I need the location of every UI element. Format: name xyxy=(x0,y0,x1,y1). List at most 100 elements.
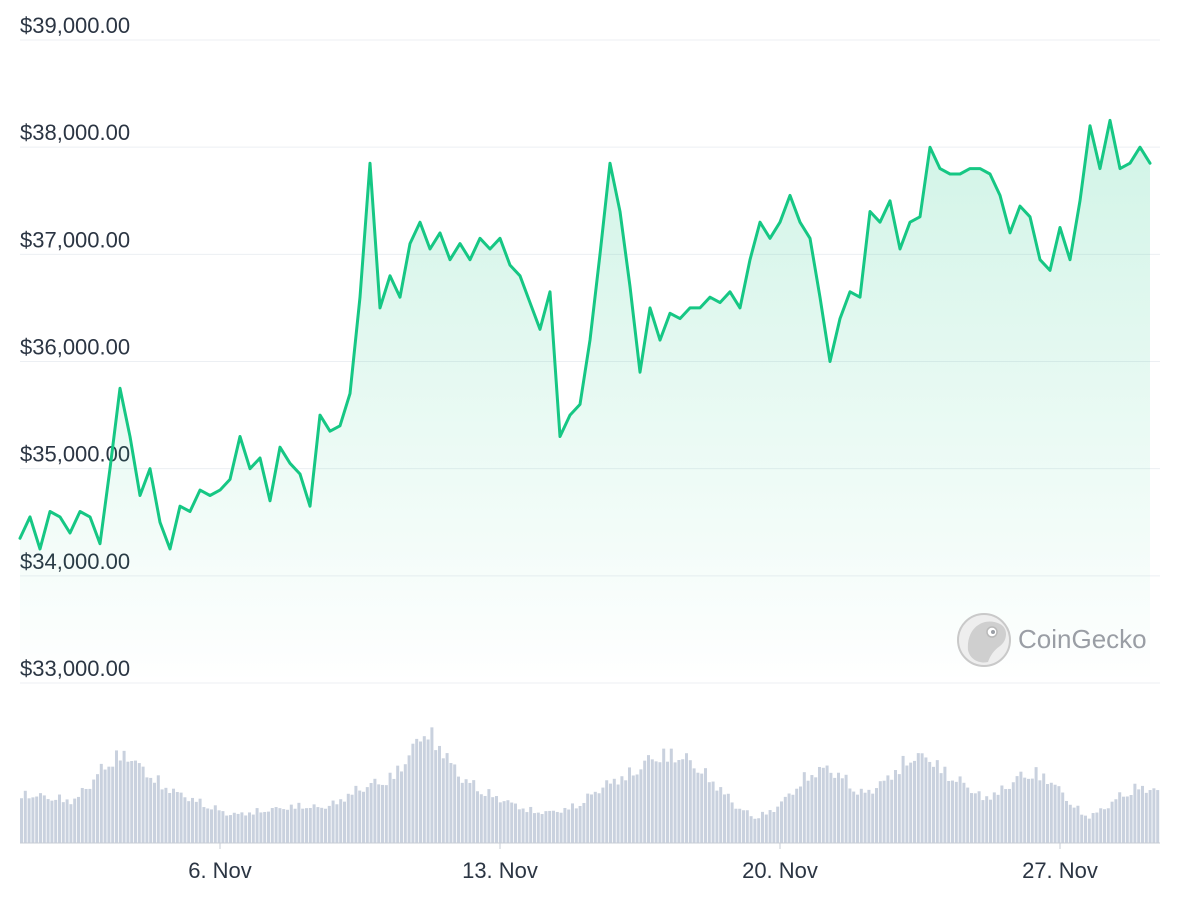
volume-bar xyxy=(996,794,1000,843)
volume-bar xyxy=(529,806,533,843)
volume-bar xyxy=(894,770,897,843)
volume-bar xyxy=(525,812,529,843)
volume-bar xyxy=(134,760,137,843)
volume-bar xyxy=(362,791,365,843)
volume-bar xyxy=(407,755,411,843)
volume-bar xyxy=(901,755,905,843)
volume-bar xyxy=(1156,790,1160,843)
volume-bar xyxy=(312,804,316,843)
volume-bar xyxy=(343,801,346,843)
volume-bar xyxy=(118,760,122,843)
volume-bar xyxy=(58,794,61,843)
price-area xyxy=(20,120,1150,683)
volume-bar xyxy=(780,801,783,843)
volume-bar xyxy=(559,812,563,843)
volume-bar xyxy=(491,797,495,843)
volume-bar xyxy=(521,808,525,843)
volume-bar xyxy=(282,809,286,843)
volume-bar xyxy=(388,772,392,843)
volume-bar xyxy=(381,784,384,843)
volume-bar xyxy=(80,787,84,843)
volume-bar xyxy=(1023,777,1027,843)
volume-bar xyxy=(688,760,692,843)
volume-bar xyxy=(297,802,301,843)
volume-bar xyxy=(536,812,540,843)
volume-bar xyxy=(175,792,179,843)
volume-bar xyxy=(612,778,616,843)
volume-bar xyxy=(194,801,198,843)
volume-bar xyxy=(1053,784,1057,843)
y-tick-label: $39,000.00 xyxy=(20,13,130,38)
volume-bar xyxy=(39,793,42,843)
volume-bar xyxy=(913,760,916,843)
volume-bar xyxy=(738,808,742,843)
volume-bar xyxy=(1030,778,1034,843)
gecko-logo-icon xyxy=(957,613,1011,667)
volume-bar xyxy=(783,796,787,843)
volume-bar xyxy=(563,807,567,843)
volume-bar xyxy=(327,805,331,843)
volume-bar xyxy=(825,765,829,843)
volume-bars xyxy=(20,727,1160,843)
volume-bar xyxy=(506,800,510,843)
volume-bar xyxy=(1129,794,1133,843)
volume-bar xyxy=(103,769,107,843)
volume-bar xyxy=(821,767,825,843)
volume-bar xyxy=(753,818,757,843)
volume-bar xyxy=(149,777,153,843)
volume-bar xyxy=(244,815,248,843)
volume-bar xyxy=(875,788,878,843)
volume-bar xyxy=(373,778,377,843)
volume-bar xyxy=(681,759,685,843)
volume-bar xyxy=(392,778,396,843)
volume-bar xyxy=(635,774,639,843)
volume-bar xyxy=(335,804,339,843)
volume-bar xyxy=(472,780,476,843)
volume-bar xyxy=(848,788,852,843)
volume-bar xyxy=(643,760,647,843)
volume-bar xyxy=(726,793,730,843)
volume-bar xyxy=(932,766,935,843)
volume-bar xyxy=(92,779,96,843)
volume-bar xyxy=(540,814,544,843)
volume-bar xyxy=(27,798,31,843)
volume-bar xyxy=(597,793,601,843)
volume-bar xyxy=(677,760,681,843)
volume-bar xyxy=(172,788,175,843)
volume-bar xyxy=(909,762,913,843)
volume-bar xyxy=(856,794,859,843)
volume-bar xyxy=(742,810,745,843)
volume-bar xyxy=(278,808,282,843)
volume-bar xyxy=(859,788,863,843)
volume-bar xyxy=(916,753,920,843)
volume-bar xyxy=(749,816,753,843)
volume-bar xyxy=(1046,784,1049,843)
volume-bar xyxy=(274,807,278,843)
volume-bar xyxy=(141,766,145,843)
volume-bar xyxy=(723,794,726,843)
volume-bar xyxy=(1118,792,1122,843)
volume-bar xyxy=(673,762,677,843)
volume-bar xyxy=(605,780,609,843)
volume-bar xyxy=(225,815,229,843)
volume-bar xyxy=(206,808,210,843)
volume-bar xyxy=(844,774,848,843)
volume-bar xyxy=(958,776,962,843)
volume-bar xyxy=(966,787,970,843)
volume-bar xyxy=(1152,788,1156,843)
volume-bar xyxy=(833,777,837,843)
volume-bar xyxy=(210,809,213,843)
volume-bar xyxy=(1141,785,1144,843)
volume-bar xyxy=(666,761,669,843)
volume-bar xyxy=(377,784,381,843)
volume-bar xyxy=(369,783,373,843)
volume-bar xyxy=(126,761,130,843)
volume-bar xyxy=(1057,786,1061,843)
volume-bar xyxy=(1004,789,1008,843)
volume-bar xyxy=(810,775,814,843)
volume-bar xyxy=(878,781,882,843)
volume-bar xyxy=(259,812,263,843)
volume-bar xyxy=(647,755,650,843)
volume-bar xyxy=(829,772,833,843)
